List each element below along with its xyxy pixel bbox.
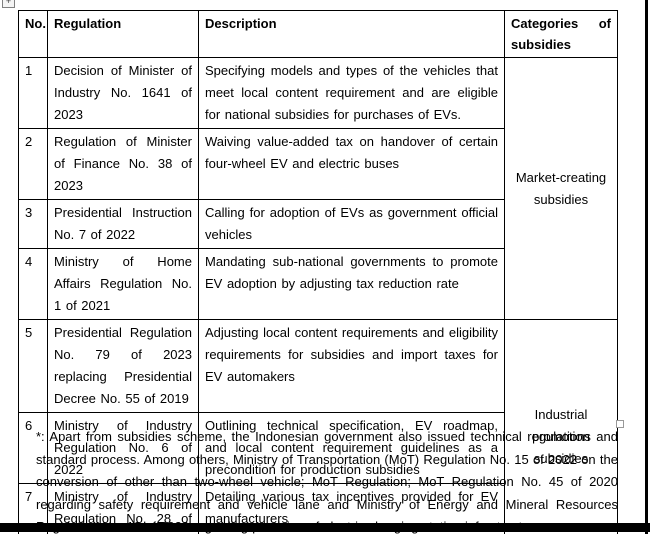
table-resize-handle[interactable]: [616, 420, 624, 428]
page-edge-right: [645, 0, 648, 534]
row-number: 4: [18, 248, 48, 320]
description-cell: Waiving value-added tax on handover of c…: [198, 128, 505, 200]
regulation-cell: Regulation of Minister of Finance No. 38…: [47, 128, 199, 200]
table-row: 1 Decision of Minister of Industry No. 1…: [18, 57, 618, 320]
regulation-cell: Presidential Regulation No. 79 of 2023 r…: [47, 319, 199, 413]
table-row: 5 Presidential Regulation No. 79 of 2023…: [18, 319, 618, 534]
description-cell: Outlining technical specification, EV ro…: [198, 412, 505, 484]
regulation-cell: Presidential Instruction No. 7 of 2022: [47, 199, 199, 249]
description-cell: Specifying models and types of the vehic…: [198, 57, 505, 129]
move-cross-icon: +: [5, 0, 12, 6]
description-cell: Mandating sub-national governments to pr…: [198, 248, 505, 320]
regulation-cell: Ministry of Industry Regulation No. 6 of…: [47, 412, 199, 484]
row-number: 2: [18, 128, 48, 200]
table-row: 4 Ministry of Home Affairs Regulation No…: [18, 248, 618, 320]
description-cell: Calling for adoption of EVs as governmen…: [198, 199, 505, 249]
footnote-text: *: Apart from subsidies scheme, the Indo…: [36, 429, 618, 534]
table-move-handle[interactable]: +: [2, 0, 15, 8]
table-row: 6 Ministry of Industry Regulation No. 6 …: [18, 412, 618, 484]
column-header-regulation: Regulation: [47, 10, 199, 58]
table-row: 3 Presidential Instruction No. 7 of 2022…: [18, 199, 618, 249]
regulation-cell: Ministry of Home Affairs Regulation No. …: [47, 248, 199, 320]
row-number: 1: [18, 57, 48, 129]
regulation-cell: Decision of Minister of Industry No. 164…: [47, 57, 199, 129]
category-cell-market-creating: Market-creating subsidies: [504, 57, 618, 320]
table-row: 2 Regulation of Minister of Finance No. …: [18, 128, 618, 200]
row-number: 3: [18, 199, 48, 249]
column-header-description: Description: [198, 10, 505, 58]
page-edge-bottom: [0, 523, 650, 532]
description-cell: Adjusting local content requirements and…: [198, 319, 505, 413]
column-header-categories: Categories of subsidies: [504, 10, 618, 58]
row-number: 5: [18, 319, 48, 413]
regulations-table: No. Regulation Description Categories of…: [18, 10, 618, 534]
column-header-no: No.: [18, 10, 48, 58]
table-header-row: No. Regulation Description Categories of…: [18, 10, 618, 58]
category-cell-industrial-promotion: Industrial promotion subsidies: [504, 319, 618, 534]
